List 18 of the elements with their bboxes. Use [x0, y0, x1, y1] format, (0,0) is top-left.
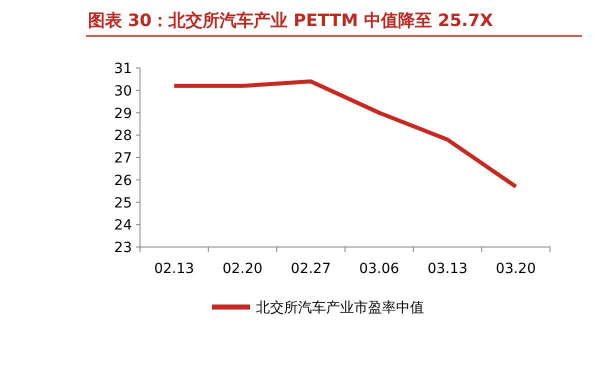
y-tick-label: 25 [114, 195, 132, 212]
y-tick-label: 27 [114, 150, 132, 166]
chart-title: 图表 30：北交所汽车产业 PETTM 中值降至 25.7X [88, 11, 493, 31]
y-tick-label: 28 [114, 128, 132, 144]
x-tick-label: 02.20 [222, 261, 263, 277]
line-series [172, 79, 518, 189]
x-tick-label: 03.06 [359, 261, 400, 277]
y-tick-label: 31 [114, 61, 132, 77]
x-tick-label: 03.20 [496, 261, 536, 277]
y-tick-label: 24 [114, 218, 132, 234]
x-tick-label: 03.13 [427, 261, 468, 277]
x-tick-label: 02.13 [154, 261, 194, 277]
y-tick-label: 30 [114, 83, 132, 100]
y-tick-label: 29 [114, 106, 132, 122]
x-tick-label: 02.27 [290, 261, 331, 277]
y-tick-label: 23 [114, 240, 132, 256]
y-tick-label: 26 [114, 172, 132, 189]
legend-label: 北交所汽车产业市盈率中值 [256, 300, 424, 316]
